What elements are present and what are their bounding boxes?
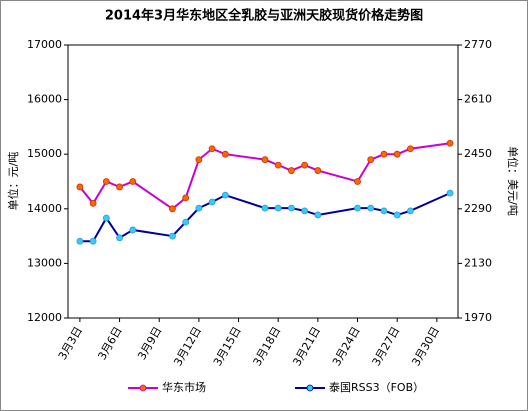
point: [116, 183, 123, 191]
point: [354, 178, 361, 185]
point: [314, 167, 322, 174]
legend-label: 泰国RSS3（FOB）: [329, 380, 424, 394]
y-tick-label: 15000: [27, 147, 62, 160]
point: [129, 226, 137, 234]
point: [301, 161, 309, 169]
legend-marker: [139, 384, 147, 392]
point: [102, 214, 110, 222]
y-tick-label: 13000: [27, 256, 62, 269]
point: [182, 194, 190, 202]
legend-marker: [306, 384, 314, 392]
point: [393, 150, 401, 158]
point: [354, 204, 361, 212]
point: [446, 139, 454, 147]
point: [407, 207, 414, 215]
y-tick-label: 17000: [27, 38, 62, 51]
point: [195, 156, 203, 164]
point: [208, 198, 216, 206]
y-tick-label: 12000: [27, 311, 62, 324]
y2-tick-label: 2450: [464, 147, 492, 160]
point: [407, 145, 414, 153]
legend-label: 华东市场: [162, 380, 206, 394]
plot-frame: [67, 44, 459, 319]
point: [314, 211, 322, 219]
y-axis-label: 单位：元/吨: [6, 152, 20, 211]
y2-tick-label: 2770: [464, 38, 492, 51]
point: [393, 211, 401, 219]
y2-axis-label: 单位：美元/吨: [506, 146, 520, 216]
point: [274, 204, 282, 212]
point: [102, 178, 110, 185]
y-tick-label: 14000: [27, 202, 62, 215]
point: [221, 191, 229, 199]
point: [261, 156, 269, 164]
point: [288, 204, 295, 212]
point: [195, 204, 203, 212]
point: [208, 145, 216, 153]
point: [169, 205, 176, 213]
y2-tick-label: 2290: [464, 202, 492, 215]
point: [116, 234, 123, 242]
y2-tick-label: 2130: [464, 256, 492, 269]
point: [76, 183, 84, 191]
y-tick-label: 16000: [27, 93, 62, 106]
y2-tick-label: 1970: [464, 311, 492, 324]
point: [367, 156, 375, 164]
point: [89, 199, 97, 207]
point: [367, 204, 375, 212]
y2-tick-label: 2610: [464, 93, 492, 106]
point: [446, 189, 454, 197]
point: [380, 150, 388, 158]
point: [380, 207, 388, 215]
point: [169, 232, 176, 240]
point: [76, 237, 84, 245]
chart-title: 2014年3月华东地区全乳胶与亚洲天胶现货价格走势图: [105, 8, 423, 24]
point: [89, 237, 97, 245]
point: [274, 161, 282, 169]
point: [288, 167, 295, 174]
point: [261, 204, 269, 212]
point: [301, 207, 309, 215]
point: [182, 218, 190, 226]
point: [129, 178, 137, 185]
point: [221, 150, 229, 158]
